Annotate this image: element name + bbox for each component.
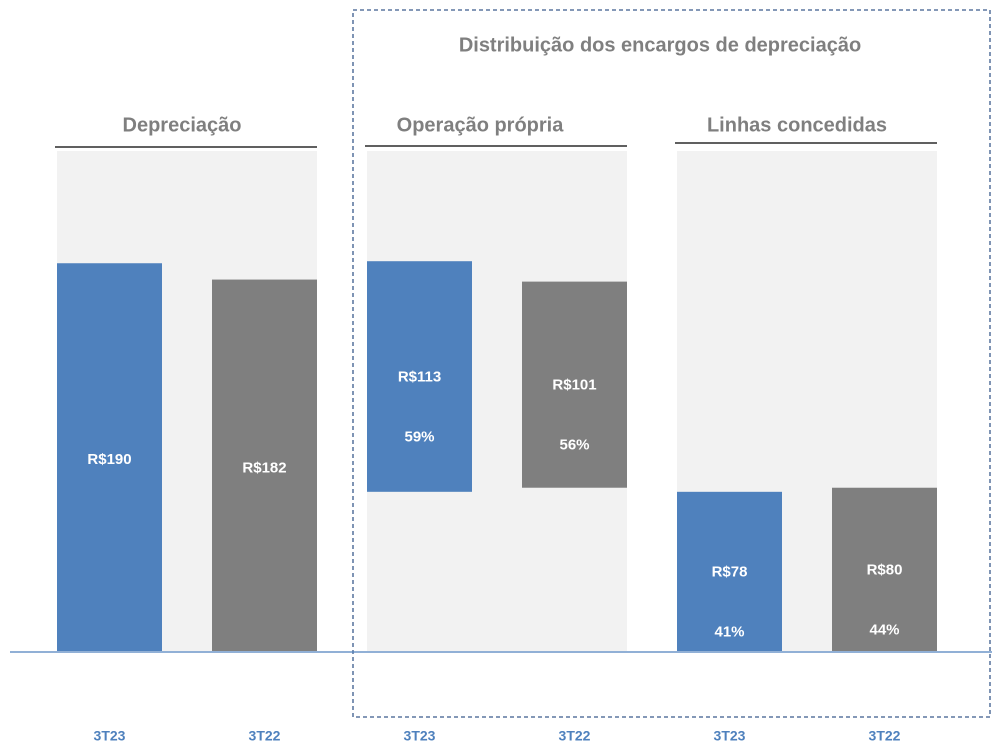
bar <box>677 491 782 651</box>
value-label: R$80 <box>867 561 903 578</box>
value-label: R$182 <box>242 459 286 476</box>
bar <box>367 261 472 492</box>
value-label: R$78 <box>712 563 748 580</box>
value-label: R$190 <box>87 451 131 468</box>
value-label: R$101 <box>552 377 596 394</box>
share-label: 41% <box>714 623 744 640</box>
panel-title: Operação própria <box>397 114 565 136</box>
x-tick-label: 3T22 <box>559 728 591 742</box>
x-tick-label: 3T23 <box>94 728 126 742</box>
bar <box>212 279 317 651</box>
share-label: 44% <box>869 621 899 638</box>
bar <box>57 263 162 651</box>
group-box <box>352 9 991 718</box>
share-label: 56% <box>559 437 589 454</box>
x-tick-label: 3T22 <box>869 728 901 742</box>
bar <box>522 281 627 488</box>
bar <box>832 487 937 651</box>
panel-title: Linhas concedidas <box>707 114 887 136</box>
section-title: Distribuição dos encargos de depreciação <box>459 34 861 56</box>
x-tick-label: 3T23 <box>714 728 746 742</box>
panel-title: Depreciação <box>123 114 242 136</box>
share-label: 59% <box>404 428 434 445</box>
x-tick-label: 3T23 <box>404 728 436 742</box>
x-tick-label: 3T22 <box>249 728 281 742</box>
value-label: R$113 <box>398 368 441 385</box>
